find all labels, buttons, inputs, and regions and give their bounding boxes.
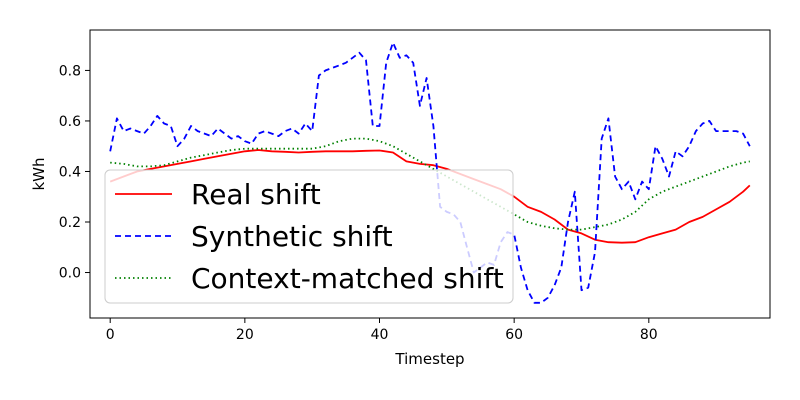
x-axis-label: Timestep xyxy=(394,350,464,368)
series-layer xyxy=(109,41,751,304)
y-axis-ticks: 0.0 0.2 0.4 0.6 0.8 xyxy=(59,63,90,282)
x-tick-label: 40 xyxy=(371,327,389,343)
x-tick-label: 80 xyxy=(640,327,658,343)
y-tick-label: 0.6 xyxy=(59,114,81,130)
legend-label-1: Synthetic shift xyxy=(191,220,393,253)
series-line-2 xyxy=(110,137,750,231)
series-line-1 xyxy=(109,41,751,304)
legend-box xyxy=(104,169,514,304)
x-tick-label: 60 xyxy=(505,327,523,343)
x-tick-label: 0 xyxy=(106,327,115,343)
y-tick-label: 0.8 xyxy=(59,63,81,79)
y-axis-label: kWh xyxy=(30,157,48,190)
x-tick-label: 20 xyxy=(236,327,254,343)
legend: Real shift Synthetic shift Context-matched… xyxy=(104,169,514,304)
legend-label-2: Context-matched shift xyxy=(191,262,504,295)
legend-label-0: Real shift xyxy=(191,178,321,211)
y-tick-label: 0.0 xyxy=(59,266,81,282)
x-axis-ticks: 0 20 40 60 80 xyxy=(106,318,658,343)
series-line-0 xyxy=(109,149,751,244)
plot-frame xyxy=(89,29,771,319)
y-tick-label: 0.2 xyxy=(59,215,81,231)
y-tick-label: 0.4 xyxy=(59,164,81,180)
